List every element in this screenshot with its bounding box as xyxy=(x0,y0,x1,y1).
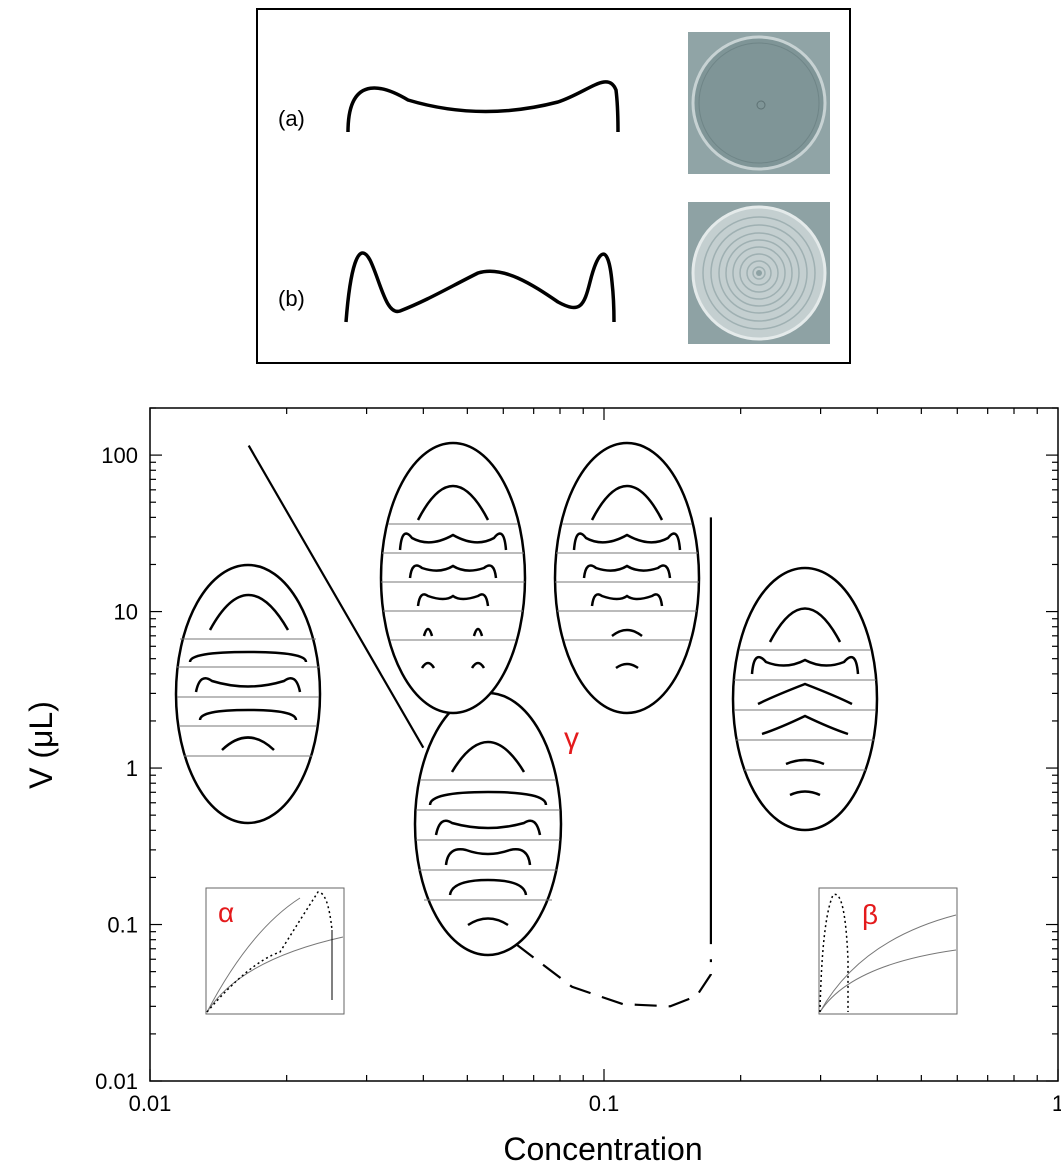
profile-curve-a xyxy=(346,80,620,133)
row-label-b: (b) xyxy=(278,286,305,311)
y-tick-label-4: 100 xyxy=(101,443,138,468)
boundary-lines xyxy=(247,445,713,1008)
row-label-a: (a) xyxy=(278,106,305,131)
axis-ticks xyxy=(149,407,1059,1082)
ellipse-inset-right xyxy=(731,566,879,832)
mini-graph-alpha: α xyxy=(205,887,345,1015)
droplet-photo-a xyxy=(688,32,830,174)
y-tick-label-2: 1 xyxy=(126,756,138,781)
y-tick-label-1: 0.1 xyxy=(107,913,138,938)
y-axis-label: V (μL) xyxy=(23,701,59,789)
ellipse-inset-gamma-2 xyxy=(553,441,701,715)
ellipse-inset-middle xyxy=(413,691,563,957)
gamma-label: γ xyxy=(564,722,579,755)
profile-curves xyxy=(344,80,620,323)
ellipse-inset-gamma-1 xyxy=(379,441,527,715)
x-tick-label-2: 1 xyxy=(1052,1091,1061,1116)
x-tick-label-0: 0.01 xyxy=(129,1091,172,1116)
alpha-label: α xyxy=(218,897,234,928)
ellipse-inset-left xyxy=(174,563,322,825)
beta-label: β xyxy=(862,899,878,930)
profile-inset-panel: (a) (b) xyxy=(256,8,851,364)
droplet-photo-b xyxy=(688,202,830,344)
profile-curve-b xyxy=(344,251,616,323)
x-tick-label-1: 0.1 xyxy=(589,1091,620,1116)
boundary-line-0 xyxy=(247,445,425,749)
x-axis-label: Concentration xyxy=(503,1131,702,1167)
boundary-line-1 xyxy=(515,943,713,1008)
y-tick-label-0: 0.01 xyxy=(95,1069,138,1094)
x-tick-labels: 0.01 0.1 1 xyxy=(129,1091,1061,1116)
mini-graph-beta: β xyxy=(818,887,958,1015)
y-tick-labels: 0.01 0.1 1 10 100 xyxy=(95,443,138,1094)
y-tick-label-3: 10 xyxy=(114,600,138,625)
